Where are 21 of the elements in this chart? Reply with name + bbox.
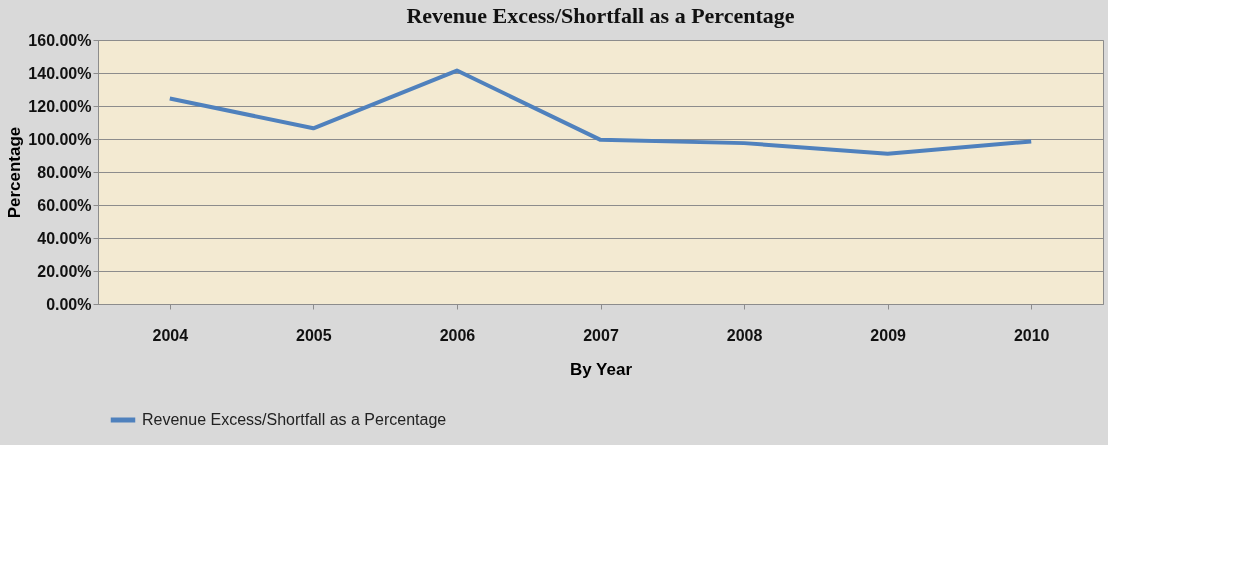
x-tick-label: 2007 (583, 326, 619, 344)
y-tick-label: 100.00% (28, 130, 92, 148)
y-tick-label: 160.00% (28, 31, 92, 49)
x-tick-label: 2010 (1013, 326, 1050, 344)
y-tick-label: 60.00% (37, 196, 92, 214)
x-tick-label: 2005 (296, 326, 332, 344)
x-tick-label: 2006 (439, 326, 476, 344)
line-series (167, 68, 1034, 156)
legend-label: Revenue Excess/Shortfall as a Percentage (142, 411, 447, 428)
y-tick-label: 0.00% (46, 295, 92, 313)
x-tick-label: 2004 (152, 326, 189, 344)
x-axis-title: By Year (569, 359, 633, 379)
chart-title: Revenue Excess/Shortfall as a Percentage (406, 3, 795, 28)
y-tick-label: 20.00% (37, 262, 92, 280)
y-tick-label: 140.00% (28, 64, 92, 82)
y-tick-label: 80.00% (37, 163, 92, 181)
x-tick-label: 2008 (726, 326, 763, 344)
x-tick-label: 2009 (870, 326, 907, 344)
y-tick-label: 120.00% (28, 97, 92, 115)
y-tick-label: 40.00% (37, 229, 92, 247)
y-axis-title: Percentage (5, 126, 25, 219)
